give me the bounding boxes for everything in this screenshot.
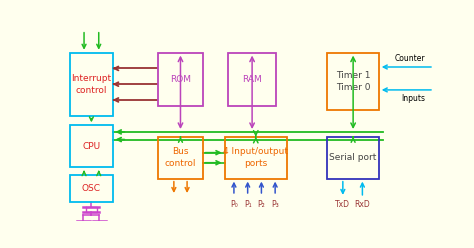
Text: RxD: RxD — [355, 200, 370, 209]
Text: P₃: P₃ — [271, 200, 279, 209]
Text: Inputs: Inputs — [401, 94, 425, 103]
Text: Serial port: Serial port — [329, 153, 377, 162]
Text: RAM: RAM — [242, 75, 262, 84]
Text: P₀: P₀ — [230, 200, 238, 209]
Text: Bus
control: Bus control — [165, 147, 196, 168]
Text: ROM: ROM — [170, 75, 191, 84]
Text: P₁: P₁ — [244, 200, 252, 209]
Text: P₂: P₂ — [257, 200, 265, 209]
Text: CPU: CPU — [82, 142, 100, 151]
Text: Counter: Counter — [394, 54, 425, 63]
Text: Timer 1
Timer 0: Timer 1 Timer 0 — [336, 71, 370, 92]
Text: Interrupt
control: Interrupt control — [71, 74, 111, 94]
Text: OSC: OSC — [82, 184, 101, 193]
Text: 4 Input/output
ports: 4 Input/output ports — [223, 147, 288, 168]
Text: TxD: TxD — [335, 200, 350, 209]
